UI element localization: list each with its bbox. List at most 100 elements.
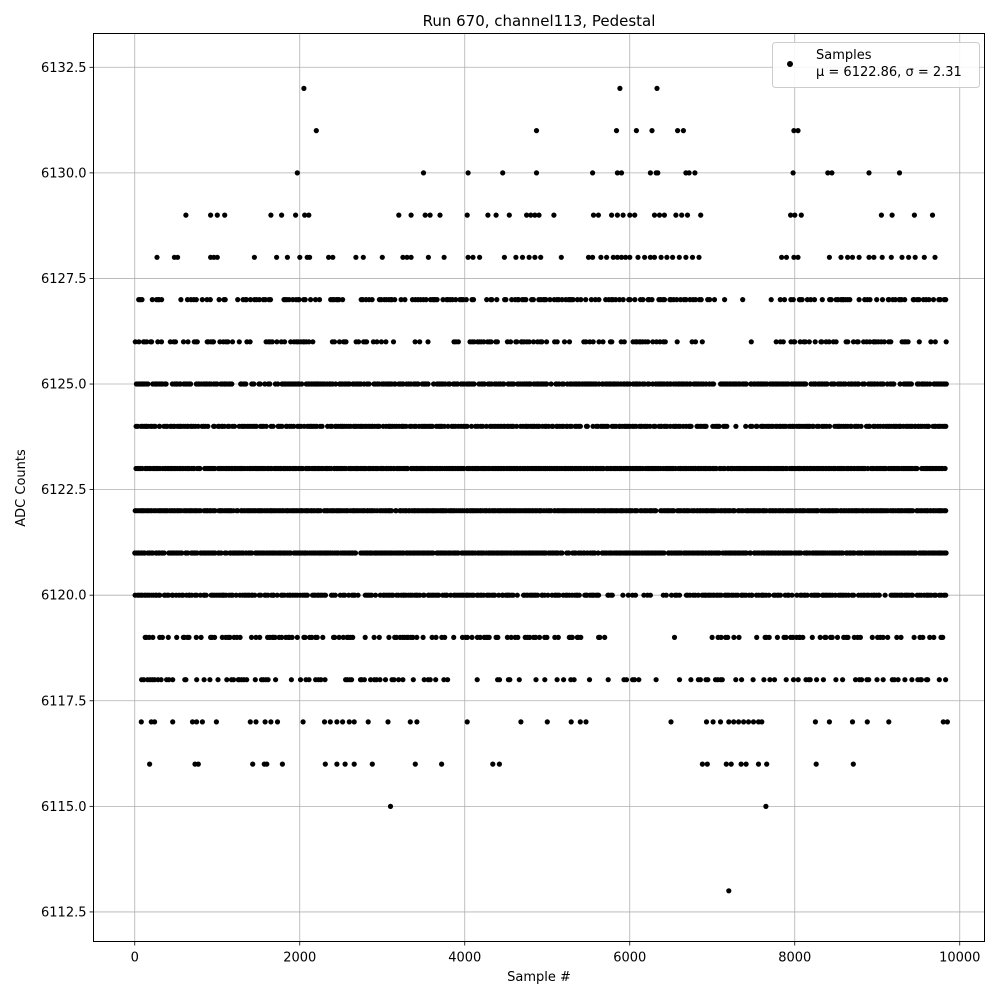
data-point [211, 423, 217, 429]
data-point [867, 339, 873, 345]
data-point [403, 423, 409, 429]
data-point [768, 297, 774, 303]
data-point [871, 254, 877, 260]
data-point [334, 719, 340, 725]
data-point [815, 592, 822, 598]
data-point [795, 254, 801, 260]
data-point [940, 719, 946, 725]
data-point [944, 719, 951, 725]
data-point [849, 719, 856, 725]
data-point [811, 297, 818, 303]
data-point [825, 170, 831, 176]
data-point [803, 381, 809, 387]
data-point [390, 592, 396, 598]
data-point [233, 592, 239, 598]
data-point [817, 634, 823, 641]
data-point [157, 423, 163, 429]
data-point [717, 719, 724, 725]
data-point [205, 423, 211, 429]
data-point [251, 254, 257, 260]
data-point [477, 634, 483, 641]
data-point [392, 381, 398, 387]
data-point [235, 297, 241, 303]
data-point [559, 297, 565, 303]
data-point [444, 592, 450, 598]
chart-title: Run 670, channel113, Pedestal [423, 12, 656, 30]
data-point [688, 677, 694, 683]
data-point [716, 423, 722, 429]
data-point [312, 297, 319, 303]
data-point [722, 297, 728, 303]
data-point [489, 297, 495, 303]
data-point [198, 634, 204, 641]
legend-series-name: Samples [816, 48, 872, 63]
data-point [596, 592, 602, 598]
data-point [583, 719, 589, 725]
data-point [272, 634, 278, 641]
data-point [385, 719, 391, 725]
data-point [165, 634, 171, 641]
data-point [663, 592, 669, 598]
data-point [670, 254, 676, 260]
data-point [532, 212, 538, 218]
data-point [926, 423, 932, 429]
legend-box [772, 42, 980, 88]
data-point [210, 339, 217, 345]
data-point [465, 254, 471, 260]
data-point [166, 677, 172, 683]
data-point [248, 634, 255, 641]
data-point [262, 297, 268, 303]
data-point [710, 719, 716, 725]
data-point [310, 339, 316, 345]
data-point [771, 677, 778, 683]
data-point [224, 677, 230, 683]
data-point [464, 423, 470, 429]
data-point [750, 719, 757, 725]
points-layer [132, 85, 951, 894]
data-point [488, 339, 494, 345]
data-point [869, 634, 875, 641]
data-point [614, 254, 621, 260]
data-point [422, 212, 428, 218]
data-point [845, 634, 851, 641]
data-point [943, 423, 949, 429]
data-point [812, 719, 819, 725]
data-point [481, 381, 488, 387]
data-point [530, 297, 537, 303]
data-point [274, 719, 281, 725]
data-point [911, 212, 918, 218]
data-point [754, 423, 760, 429]
data-point [455, 339, 461, 345]
data-point [188, 381, 194, 387]
data-point [704, 761, 710, 767]
data-point [616, 297, 623, 303]
data-point [605, 677, 611, 683]
data-point [623, 677, 630, 683]
data-point [710, 381, 717, 387]
data-point [646, 381, 652, 387]
data-point [852, 677, 859, 683]
data-point [486, 634, 492, 641]
data-point [866, 170, 872, 176]
data-point [777, 297, 783, 303]
data-point [501, 254, 507, 260]
data-point [561, 677, 567, 683]
data-point [675, 128, 681, 134]
data-point [914, 465, 920, 472]
x-tick-label: 4000 [448, 951, 481, 966]
data-point [526, 254, 532, 260]
data-point [554, 677, 560, 683]
data-point [649, 297, 655, 303]
data-point [650, 339, 656, 345]
data-point [726, 719, 732, 725]
data-point [147, 761, 153, 767]
data-point [362, 634, 368, 641]
x-axis-label: Sample # [507, 970, 571, 985]
data-point [214, 381, 220, 387]
data-point [480, 423, 486, 429]
data-point [891, 381, 897, 387]
data-point [668, 592, 675, 598]
data-point [596, 339, 602, 345]
data-point [322, 592, 329, 598]
